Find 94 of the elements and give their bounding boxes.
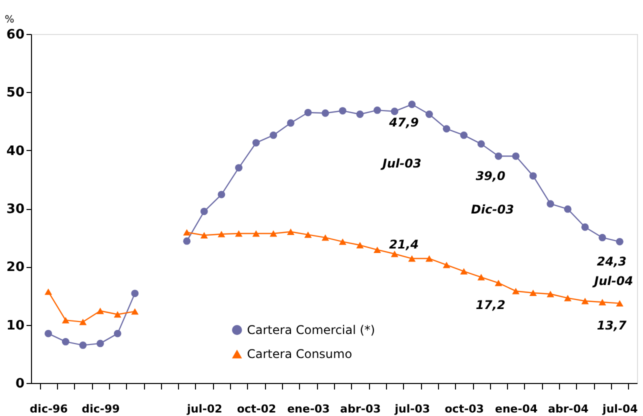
point: [200, 208, 208, 216]
point: [374, 106, 381, 114]
point: [390, 250, 398, 258]
point: [408, 255, 416, 262]
point: [322, 109, 330, 117]
point: [287, 119, 294, 127]
point: [616, 238, 624, 246]
point: [218, 230, 226, 238]
point: [390, 108, 398, 116]
y-tick-label: 0: [15, 376, 24, 392]
y-axis-title: %: [4, 14, 14, 26]
data-label: 17,2: [476, 298, 506, 312]
data-label: 21,4: [389, 238, 419, 252]
point: [356, 242, 364, 248]
point: [598, 298, 606, 306]
point: [512, 288, 520, 294]
point: [62, 316, 70, 324]
x-tick-label: jul-04: [602, 402, 638, 416]
point: [235, 164, 242, 172]
point: [270, 230, 278, 237]
y-tick-label: 20: [6, 260, 24, 276]
data-label: 13,7: [596, 318, 628, 332]
point: [356, 110, 364, 118]
point: [426, 255, 433, 262]
point: [287, 228, 294, 235]
point: [338, 107, 346, 114]
point: [581, 223, 589, 231]
y-tick-label: 30: [6, 202, 24, 217]
point: [218, 190, 226, 198]
x-tick-label: ene-04: [494, 402, 538, 416]
point: [529, 172, 537, 180]
point: [477, 274, 485, 280]
point: [581, 298, 589, 304]
point: [598, 234, 606, 242]
point: [564, 205, 572, 213]
point: [114, 330, 122, 338]
point: [252, 139, 260, 146]
x-tick-label: ene-03: [287, 402, 330, 416]
point: [546, 200, 554, 208]
point: [235, 230, 242, 237]
point: [426, 110, 433, 118]
y-tick-label: 60: [6, 28, 24, 42]
point: [564, 294, 572, 302]
point: [338, 238, 346, 245]
y-tick-label: 40: [6, 144, 24, 159]
x-tick-label: abr-03: [340, 402, 381, 416]
point: [529, 290, 537, 296]
point: [200, 232, 208, 238]
annotation: Jul-04: [592, 274, 634, 288]
x-tick-label: jul-02: [186, 402, 222, 416]
data-label: 24,3: [596, 254, 626, 269]
x-tick-label: oct-03: [444, 402, 484, 416]
point: [304, 231, 312, 238]
y-tick-label: 50: [6, 86, 24, 101]
point: [616, 300, 624, 307]
x-tick-label: abr-04: [548, 402, 589, 416]
point: [460, 132, 468, 139]
point: [546, 290, 554, 298]
point: [408, 100, 416, 108]
point: [304, 108, 312, 116]
x-tick-label: jul-03: [394, 402, 430, 416]
legend-label: Cartera Consumo: [247, 347, 352, 361]
annotation: Dic-03: [471, 202, 514, 217]
point: [477, 140, 485, 148]
x-tick-label: oct-02: [236, 402, 276, 416]
point: [374, 246, 381, 254]
y-tick-label: 10: [6, 318, 24, 334]
x-tick-label: dic-99: [82, 402, 120, 416]
point: [270, 132, 278, 139]
data-label: 47,9: [388, 115, 419, 130]
point: [79, 341, 87, 349]
point: [183, 229, 191, 236]
point: [79, 318, 87, 326]
point: [44, 288, 52, 295]
point: [131, 290, 139, 298]
point: [494, 152, 502, 160]
point: [96, 340, 104, 348]
point: [512, 152, 520, 160]
data-label: 39,0: [476, 169, 506, 184]
point: [494, 280, 502, 286]
point: [183, 237, 191, 245]
point: [44, 330, 52, 338]
point: [322, 234, 330, 241]
point: [442, 262, 450, 268]
point: [460, 268, 468, 275]
point: [252, 230, 260, 237]
point: [442, 125, 450, 133]
x-tick-label: dic-96: [30, 402, 68, 416]
annotation: Jul-03: [380, 156, 422, 171]
point: [96, 308, 104, 314]
legend-label: Cartera Comercial (*): [247, 323, 376, 337]
point: [114, 311, 122, 318]
point: [131, 308, 139, 315]
point: [62, 338, 70, 346]
